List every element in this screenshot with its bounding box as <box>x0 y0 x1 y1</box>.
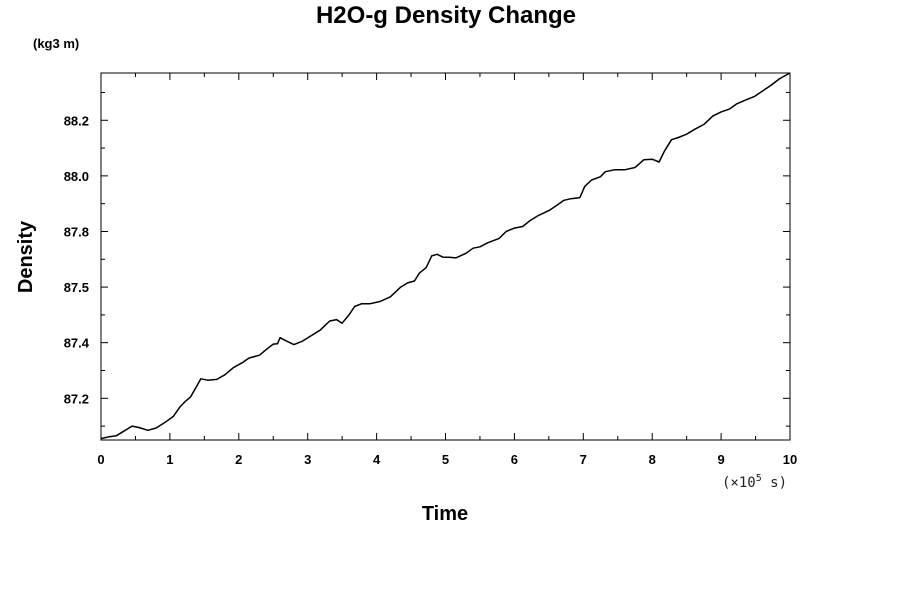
x-tick-label: 4 <box>373 452 381 467</box>
x-scale-suffix: s) <box>762 475 787 491</box>
density-series-line <box>100 72 791 440</box>
x-tick-label: 6 <box>511 452 518 467</box>
x-scale-exponent: 5 <box>756 473 762 484</box>
axis-ticks <box>100 73 791 440</box>
chart-title: H2O-g Density Change <box>316 2 576 29</box>
x-tick-label: 9 <box>717 452 724 467</box>
x-tick-label: 7 <box>580 452 587 467</box>
x-tick-label: 3 <box>304 452 311 467</box>
x-axis-scale-note: (×105 s) <box>722 473 787 491</box>
y-axis-unit: (kg3 m) <box>33 36 79 51</box>
y-tick-label: 87.4 <box>64 336 90 351</box>
x-tick-label: 10 <box>783 452 797 467</box>
x-tick-label: 8 <box>649 452 656 467</box>
x-tick-label: 2 <box>235 452 242 467</box>
x-scale-prefix: (×10 <box>722 475 756 491</box>
y-tick-label: 87.2 <box>64 391 89 406</box>
tick-labels: 0 1 2 3 4 5 6 7 8 9 10 87.2 87.4 87.5 87.8 88.0 88.2 <box>64 113 798 467</box>
y-tick-label: 87.5 <box>64 280 89 295</box>
x-tick-label: 5 <box>442 452 449 467</box>
x-tick-label: 0 <box>97 452 104 467</box>
y-axis-label: Density <box>15 220 37 293</box>
y-tick-label: 88.0 <box>64 169 89 184</box>
y-tick-label: 87.8 <box>64 224 89 239</box>
x-axis-label: Time <box>422 503 468 525</box>
x-tick-label: 1 <box>166 452 173 467</box>
y-tick-label: 88.2 <box>64 113 89 128</box>
plot-frame <box>100 72 791 441</box>
